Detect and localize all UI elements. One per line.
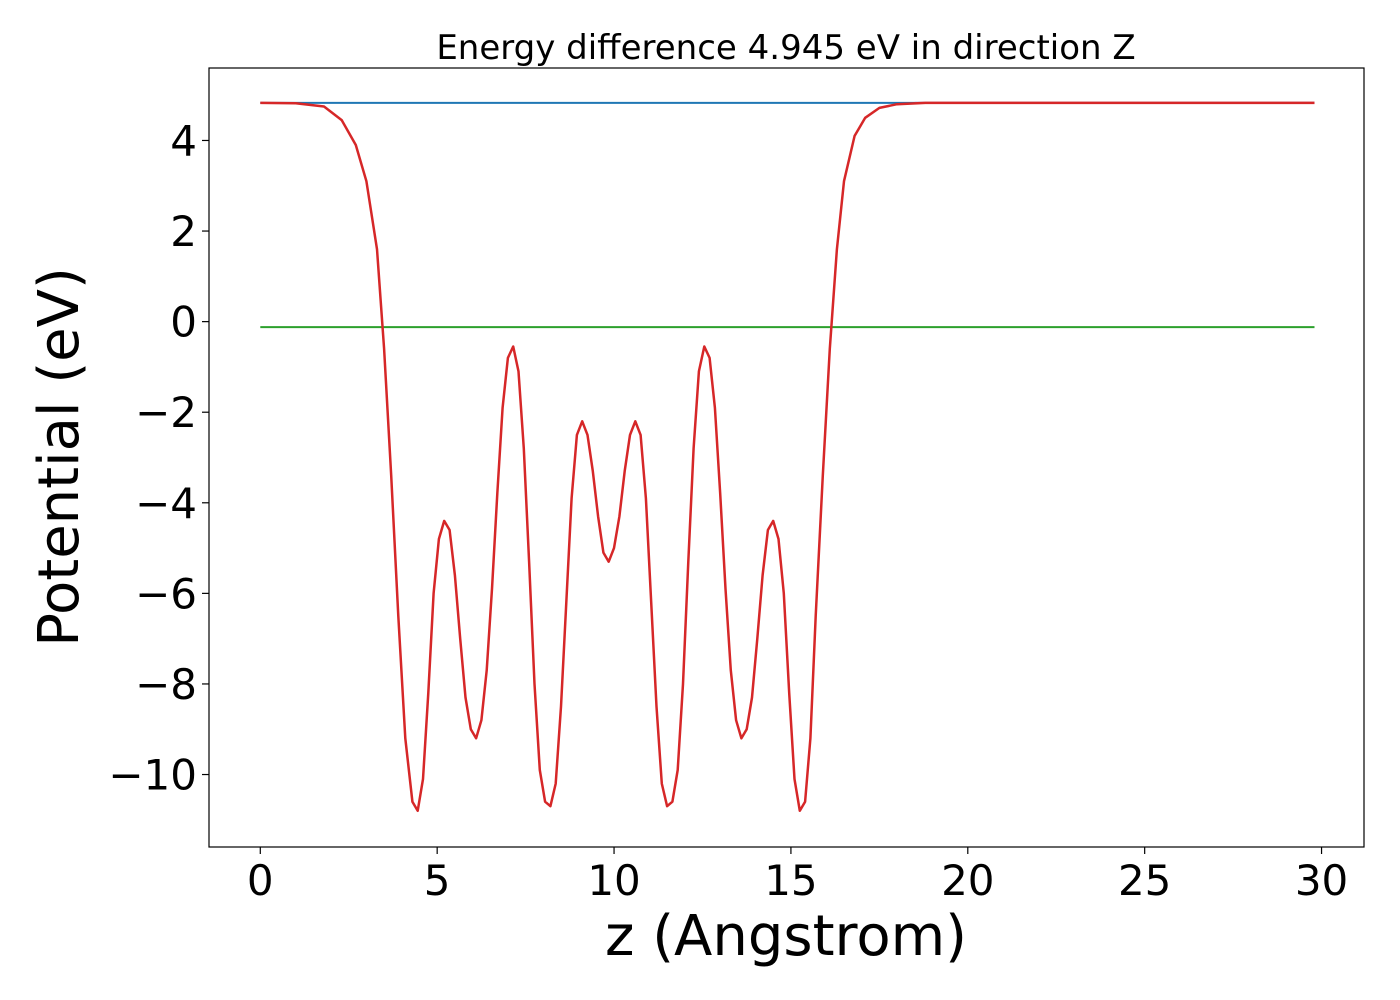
series-layer [260,101,1315,813]
x-tick-label: 10 [587,856,640,905]
x-axis-label: z (Angstrom) [605,904,967,969]
y-axis-label: Potential (eV) [27,267,92,647]
y-tick-label: −10 [108,751,197,800]
series-line-4 [260,101,1315,813]
x-tick-label: 30 [1295,856,1348,905]
y-axis-ticks: 4 2 0 −2 −4 −6 −8 −10 [108,116,209,800]
y-tick-label: 2 [170,207,197,256]
x-axis-ticks: 0 5 10 15 20 25 30 [247,847,1348,905]
x-tick-label: 20 [941,856,994,905]
x-tick-label: 0 [247,856,274,905]
y-tick-label: −2 [135,388,197,437]
plot-frame [208,67,1365,848]
y-tick-label: −6 [135,569,197,618]
x-tick-label: 5 [424,856,451,905]
x-tick-label: 25 [1118,856,1171,905]
y-tick-label: −8 [135,660,197,709]
y-tick-label: 0 [170,298,197,347]
y-tick-label: 4 [170,116,197,165]
x-tick-label: 15 [764,856,817,905]
chart-title: Energy difference 4.945 eV in direction … [436,28,1135,68]
y-tick-label: −4 [135,479,197,528]
